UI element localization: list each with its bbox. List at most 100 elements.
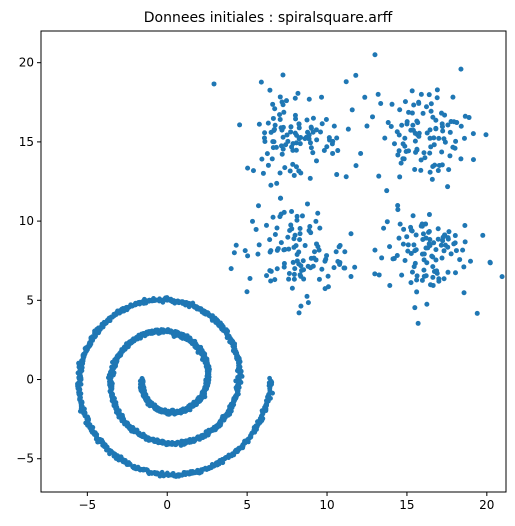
cluster-point <box>312 249 317 255</box>
cluster-point <box>318 129 323 135</box>
cluster-point <box>450 144 456 150</box>
cluster-point <box>260 170 266 176</box>
cluster-point <box>426 92 432 98</box>
cluster-point <box>308 265 314 271</box>
cluster-point <box>345 126 351 132</box>
cluster-point <box>272 277 278 283</box>
cluster-point <box>337 262 343 267</box>
cluster-point <box>439 124 445 130</box>
cluster-point <box>427 127 433 133</box>
cluster-point <box>278 195 284 201</box>
cluster-point <box>396 148 402 154</box>
cluster-point <box>322 258 328 264</box>
cluster-point <box>395 203 401 209</box>
cluster-point <box>211 81 217 87</box>
cluster-point <box>315 244 321 250</box>
cluster-point <box>453 248 459 254</box>
plot-frame <box>40 30 507 493</box>
cluster-point <box>302 136 308 142</box>
x-tick-label: 10 <box>319 498 334 512</box>
cluster-point <box>427 150 433 156</box>
cluster-point <box>277 170 283 176</box>
cluster-point <box>245 253 251 259</box>
cluster-point <box>474 310 480 316</box>
cluster-point <box>376 173 382 179</box>
y-axis: −5 0 5 10 15 20 <box>16 56 41 466</box>
cluster-point <box>429 253 435 259</box>
cluster-point <box>405 242 411 248</box>
cluster-point <box>416 100 422 106</box>
cluster-point <box>313 218 319 224</box>
cluster-point <box>385 120 391 126</box>
cluster-point <box>436 278 442 284</box>
spiral-point <box>78 381 84 387</box>
cluster-point <box>397 107 403 113</box>
cluster-point <box>397 174 403 180</box>
cluster-point <box>245 165 251 171</box>
x-tick-label: 15 <box>399 498 414 512</box>
cluster-point <box>414 146 420 152</box>
cluster-point <box>402 135 408 141</box>
cluster-point <box>283 142 289 148</box>
cluster-point <box>411 242 417 248</box>
x-tick-label: −5 <box>78 498 96 512</box>
outlier-point <box>348 231 354 237</box>
cluster-point <box>281 247 287 253</box>
cluster-point <box>358 150 364 156</box>
cluster-point <box>291 271 297 277</box>
cluster-point <box>288 222 294 228</box>
cluster-point <box>297 237 303 243</box>
cluster-point <box>397 221 403 227</box>
cluster-point <box>434 87 440 93</box>
cluster-point <box>255 203 261 209</box>
cluster-point <box>292 112 298 118</box>
cluster-point <box>404 119 410 125</box>
cluster-point <box>268 248 274 254</box>
chart-title: Donnees initiales : spiralsquare.arff <box>144 10 393 26</box>
x-tick-label: 5 <box>243 498 251 512</box>
cluster-point <box>284 132 290 138</box>
cluster-point <box>267 87 273 93</box>
cluster-point <box>428 282 434 288</box>
cluster-point <box>461 135 467 141</box>
cluster-point <box>422 155 428 161</box>
cluster-point <box>292 95 298 101</box>
spiral-point <box>206 464 212 470</box>
cluster-point <box>293 164 299 170</box>
cluster-point <box>267 268 273 274</box>
cluster-point <box>439 149 445 155</box>
cluster-point <box>441 248 447 254</box>
cluster-point <box>394 129 400 135</box>
cluster-point <box>279 151 285 157</box>
cluster-point <box>264 151 270 157</box>
cluster-point <box>330 150 336 156</box>
cluster-point <box>381 225 387 231</box>
cluster-point <box>395 152 401 158</box>
cluster-point <box>412 167 418 173</box>
cluster-point <box>458 66 464 72</box>
cluster-point <box>298 303 304 309</box>
spiral-point <box>264 398 270 404</box>
cluster-point <box>412 138 418 144</box>
cluster-point <box>269 156 275 162</box>
cluster-point <box>334 172 340 178</box>
cluster-point <box>466 115 472 121</box>
cluster-point <box>468 258 473 264</box>
cluster-point <box>451 241 457 247</box>
cluster-point <box>400 241 406 247</box>
cluster-point <box>401 226 407 232</box>
spiral-point <box>168 328 174 334</box>
cluster-point <box>410 127 416 133</box>
spiral-point <box>187 407 193 413</box>
cluster-point <box>281 109 287 115</box>
cluster-point <box>265 162 271 168</box>
cluster-point <box>378 100 384 106</box>
cluster-point <box>294 252 300 258</box>
cluster-point <box>286 246 292 252</box>
cluster-point <box>410 213 416 219</box>
outlier-point <box>343 79 349 85</box>
cluster-point <box>458 156 464 162</box>
cluster-point <box>372 271 378 277</box>
cluster-point <box>499 274 505 280</box>
cluster-point <box>289 285 295 291</box>
